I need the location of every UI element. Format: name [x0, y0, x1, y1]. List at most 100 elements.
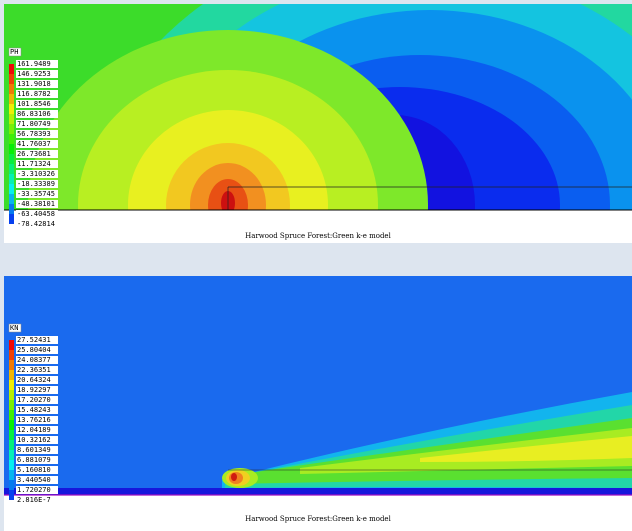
legend-swatch [9, 114, 14, 124]
legend-label-box [16, 90, 58, 98]
legend-swatch [9, 204, 14, 214]
legend-label-box [16, 140, 58, 148]
legend-swatch [9, 380, 14, 390]
contour-plot [4, 276, 632, 495]
legend-title-box [8, 323, 22, 333]
legend-swatch [9, 460, 14, 470]
legend-swatch [9, 164, 14, 174]
legend-label: 27.52431 [17, 336, 51, 344]
legend-title: KN [10, 324, 18, 332]
legend-swatch [9, 490, 14, 500]
legend-label-box [16, 120, 58, 128]
legend-label-box [16, 180, 58, 188]
legend-label-box [16, 376, 58, 384]
legend-label: 25.80404 [17, 346, 51, 354]
legend-label-box [16, 200, 58, 208]
legend-label: 5.160810 [17, 466, 51, 474]
legend-swatch [9, 440, 14, 450]
legend-label-box [16, 150, 58, 158]
legend-label: 10.32162 [17, 436, 51, 444]
caption: Harwood Spruce Forest:Green k-e model [245, 515, 391, 523]
legend-label: 1.720270 [17, 486, 51, 494]
legend-label-box [16, 190, 58, 198]
contour-plot [4, 4, 632, 210]
legend-label: 146.9253 [17, 70, 51, 78]
legend-label: 41.76037 [17, 140, 51, 148]
legend-label: 22.36351 [17, 366, 51, 374]
legend-label-box [16, 336, 58, 344]
legend-label-box [16, 486, 58, 494]
legend-swatch [9, 154, 14, 164]
legend-swatch [9, 104, 14, 114]
legend-label-box [16, 386, 58, 394]
legend-label: 17.20270 [17, 396, 51, 404]
legend-swatch [9, 174, 14, 184]
legend-label: 86.83106 [17, 110, 51, 118]
legend-label-box [16, 466, 58, 474]
legend-label-box [16, 170, 58, 178]
legend-label: 18.92297 [17, 386, 51, 394]
legend-label-box [16, 426, 58, 434]
legend-label: 8.601349 [17, 446, 51, 454]
legend-swatch [9, 360, 14, 370]
legend-label: 131.9018 [17, 80, 51, 88]
legend-label-box [16, 130, 58, 138]
legend-label-box [16, 70, 58, 78]
legend-label: -48.38101 [17, 200, 55, 208]
legend-label-box [16, 446, 58, 454]
legend-label: 13.76216 [17, 416, 51, 424]
legend-swatch [9, 470, 14, 480]
legend-swatch [9, 340, 14, 350]
legend-label-box [16, 366, 58, 374]
legend-swatch [9, 144, 14, 154]
legend-label: 24.08377 [17, 356, 51, 364]
legend-label: 101.8546 [17, 100, 51, 108]
legend-label-box [16, 406, 58, 414]
legend-label: 116.8782 [17, 90, 51, 98]
legend-label: -3.310326 [17, 170, 55, 178]
legend-swatch [9, 400, 14, 410]
legend-label-box [16, 110, 58, 118]
legend-swatch [9, 450, 14, 460]
caption: Harwood Spruce Forest:Green k-e model [245, 232, 391, 240]
legend-swatch [9, 184, 14, 194]
legend-label-box [16, 396, 58, 404]
legend-label-box [16, 160, 58, 168]
legend-swatch [9, 194, 14, 204]
legend-swatch [9, 370, 14, 380]
legend-label-box [16, 210, 58, 218]
legend-swatch [9, 84, 14, 94]
legend-swatch [9, 214, 14, 224]
legend-label: 11.71324 [17, 160, 51, 168]
legend-label: 15.48243 [17, 406, 51, 414]
legend-swatch [9, 134, 14, 144]
legend-swatch [9, 74, 14, 84]
legend: PH 161.9489 146.9253 131.9018 116.8782 101.85… [8, 47, 58, 228]
legend-title: PH [10, 48, 18, 56]
legend-swatch [9, 420, 14, 430]
legend-label: 56.78393 [17, 130, 51, 138]
legend-label-box [16, 346, 58, 354]
legend-label-box [16, 80, 58, 88]
legend-label-box [16, 416, 58, 424]
legend: KN 27.52431 25.80404 24.08377 22.36351 20.643… [8, 323, 58, 504]
legend-swatch [9, 350, 14, 360]
legend-swatch [9, 94, 14, 104]
legend-label-box [16, 220, 58, 228]
legend-label: 161.9489 [17, 60, 51, 68]
legend-label: 3.440540 [17, 476, 51, 484]
legend-label-box [16, 476, 58, 484]
legend-label: 2.816E-7 [17, 496, 51, 504]
legend-swatch [9, 64, 14, 74]
legend-swatch [9, 480, 14, 490]
legend-swatch [9, 410, 14, 420]
legend-swatch [9, 124, 14, 134]
legend-label-box [16, 100, 58, 108]
legend-label-box [16, 456, 58, 464]
legend-swatch [9, 390, 14, 400]
legend-label-box [16, 356, 58, 364]
legend-label: -78.42814 [17, 220, 55, 228]
legend-label-box [16, 60, 58, 68]
legend-label: 26.73681 [17, 150, 51, 158]
